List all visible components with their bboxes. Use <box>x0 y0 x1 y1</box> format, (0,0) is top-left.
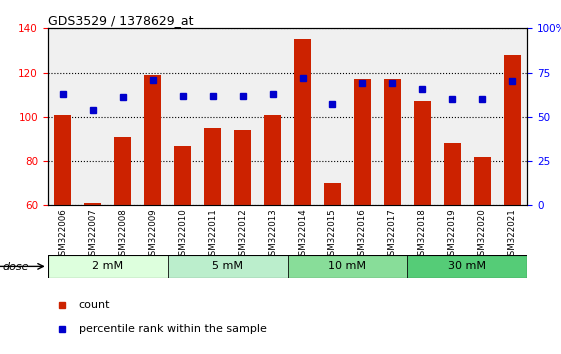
Bar <box>54 115 71 205</box>
Bar <box>84 203 101 205</box>
Bar <box>168 255 287 278</box>
Text: 5 mM: 5 mM <box>212 261 243 272</box>
Bar <box>295 39 311 205</box>
Bar <box>287 255 407 278</box>
Bar <box>204 128 221 205</box>
Bar <box>474 156 491 205</box>
Bar <box>264 115 280 205</box>
Bar <box>114 137 131 205</box>
Text: percentile rank within the sample: percentile rank within the sample <box>79 324 266 334</box>
Bar <box>407 255 527 278</box>
Bar <box>504 55 521 205</box>
Text: GDS3529 / 1378629_at: GDS3529 / 1378629_at <box>48 14 193 27</box>
Bar <box>48 255 168 278</box>
Bar <box>234 130 251 205</box>
Bar <box>444 143 461 205</box>
Bar <box>384 79 401 205</box>
Text: 2 mM: 2 mM <box>92 261 123 272</box>
Bar <box>324 183 341 205</box>
Text: 10 mM: 10 mM <box>329 261 366 272</box>
Bar <box>144 75 161 205</box>
Bar <box>354 79 371 205</box>
Text: dose: dose <box>3 262 29 272</box>
Text: count: count <box>79 300 111 310</box>
Bar <box>414 101 431 205</box>
Bar <box>174 145 191 205</box>
Text: 30 mM: 30 mM <box>448 261 486 272</box>
